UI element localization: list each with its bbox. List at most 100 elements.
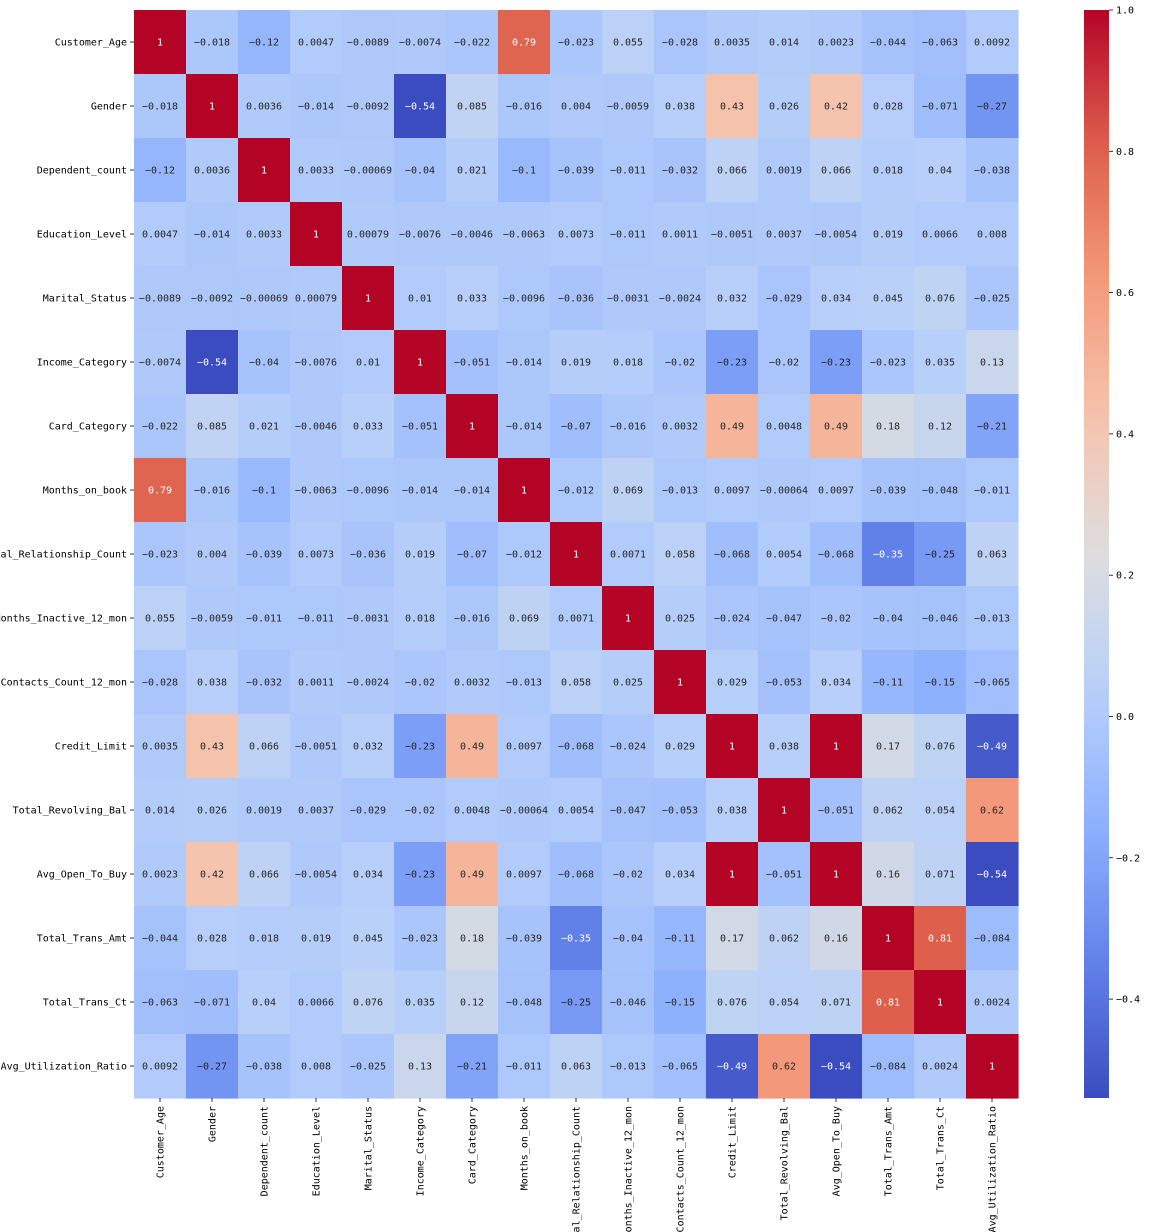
cell-value-label: 1	[729, 742, 735, 753]
heatmap-cell	[862, 266, 915, 331]
heatmap-cell	[602, 522, 655, 587]
y-tick-label: Avg_Open_To_Buy	[37, 870, 127, 881]
heatmap-cell	[810, 842, 863, 907]
heatmap-cell	[654, 650, 707, 715]
cell-value-label: −0.54	[977, 870, 1007, 881]
heatmap-cell	[966, 74, 1019, 139]
heatmap-cell	[706, 266, 759, 331]
cell-value-label: −0.0096	[503, 294, 545, 305]
heatmap-cell	[758, 330, 811, 395]
heatmap-cell	[498, 970, 551, 1035]
cell-value-label: −0.046	[610, 998, 646, 1009]
heatmap-cell	[706, 330, 759, 395]
heatmap-cell	[810, 970, 863, 1035]
cell-value-label: −0.1	[512, 166, 536, 177]
cell-value-label: −0.084	[870, 1062, 906, 1073]
cell-value-label: 0.49	[460, 870, 484, 881]
heatmap-cell	[602, 330, 655, 395]
heatmap-cell	[342, 458, 395, 523]
cell-value-label: 0.055	[145, 614, 175, 625]
cell-value-label: −0.23	[821, 358, 851, 369]
y-tick-label: Avg_Utilization_Ratio	[1, 1062, 127, 1073]
heatmap-cell	[446, 970, 499, 1035]
heatmap-cell	[654, 842, 707, 907]
heatmap-cell	[394, 394, 447, 459]
heatmap-cell	[862, 714, 915, 779]
heatmap-cell	[914, 522, 967, 587]
heatmap-cell	[706, 10, 759, 75]
heatmap-cell	[394, 10, 447, 75]
colorbar-tick-label: 0.2	[1116, 571, 1134, 582]
cell-value-label: −0.053	[662, 806, 698, 817]
cell-value-label: −0.039	[870, 486, 906, 497]
cell-value-label: 0.035	[925, 358, 955, 369]
cell-value-label: 0.17	[876, 742, 900, 753]
cell-value-label: −0.07	[457, 550, 487, 561]
heatmap-cell	[186, 714, 239, 779]
cell-value-label: 0.014	[769, 38, 799, 49]
heatmap-cell	[810, 10, 863, 75]
colorbar-tick-label: 0.8	[1116, 147, 1134, 158]
heatmap-cell	[342, 906, 395, 971]
heatmap-cell	[186, 586, 239, 651]
cell-value-label: −0.024	[714, 614, 750, 625]
cell-value-label: −0.07	[561, 422, 591, 433]
heatmap-cell	[498, 266, 551, 331]
cell-value-label: −0.23	[405, 742, 435, 753]
cell-value-label: 0.62	[980, 806, 1004, 817]
cell-value-label: −0.49	[717, 1062, 747, 1073]
x-tick-label: Avg_Utilization_Ratio	[988, 1106, 999, 1232]
cell-value-label: 0.004	[561, 102, 591, 113]
heatmap-cell	[654, 970, 707, 1035]
y-tick-label: Income_Category	[37, 358, 127, 369]
heatmap-cell	[862, 970, 915, 1035]
cell-value-label: 0.0036	[246, 102, 282, 113]
heatmap-cell	[550, 394, 603, 459]
y-axis-tick-labels: Customer_Age Gender Dependent_count Educati…	[0, 38, 134, 1073]
cell-value-label: 0.026	[769, 102, 799, 113]
cell-value-label: −0.04	[873, 614, 903, 625]
cell-value-label: 0.0019	[246, 806, 282, 817]
cell-value-label: −0.02	[665, 358, 695, 369]
heatmap-cell	[706, 522, 759, 587]
heatmap-cell	[238, 1034, 291, 1099]
heatmap-cell	[602, 202, 655, 267]
heatmap-cell	[134, 266, 187, 331]
heatmap-cell	[914, 266, 967, 331]
heatmap-cell	[654, 202, 707, 267]
y-tick-label: Card_Category	[49, 422, 127, 433]
cell-value-label: −0.0076	[295, 358, 337, 369]
heatmap-annotations: 1 −0.018 −0.12 0.0047 −0.0089 −0.0074 −0.022 0.…	[139, 38, 1010, 1073]
heatmap-cell	[810, 394, 863, 459]
cell-value-label: 0.076	[925, 294, 955, 305]
cell-value-label: −0.063	[142, 998, 178, 1009]
heatmap-cell	[550, 906, 603, 971]
cell-value-label: 0.0024	[974, 998, 1010, 1009]
heatmap-cell	[134, 74, 187, 139]
heatmap-cell	[550, 714, 603, 779]
cell-value-label: 0.0066	[922, 230, 958, 241]
y-tick-label: Months_Inactive_12_mon	[0, 614, 127, 625]
cell-value-label: −0.025	[974, 294, 1010, 305]
cell-value-label: 0.066	[249, 870, 279, 881]
x-tick-label: Customer_Age	[156, 1106, 167, 1178]
cell-value-label: 1	[625, 614, 631, 625]
cell-value-label: 0.79	[148, 486, 172, 497]
cell-value-label: −0.02	[769, 358, 799, 369]
heatmap-cell	[342, 394, 395, 459]
heatmap-cell	[602, 394, 655, 459]
heatmap-cell	[706, 202, 759, 267]
cell-value-label: 1	[677, 678, 683, 689]
heatmap-cell	[186, 522, 239, 587]
heatmap-cell	[966, 970, 1019, 1035]
heatmap-cell	[550, 650, 603, 715]
cell-value-label: −0.023	[402, 934, 438, 945]
cell-value-label: −0.00064	[760, 486, 808, 497]
heatmap-cell	[758, 1034, 811, 1099]
cell-value-label: −0.014	[506, 422, 542, 433]
cell-value-label: 0.062	[769, 934, 799, 945]
colorbar-tick-label: 0.0	[1116, 712, 1134, 723]
cell-value-label: 0.49	[824, 422, 848, 433]
cell-value-label: −0.49	[977, 742, 1007, 753]
heatmap-cell	[602, 650, 655, 715]
